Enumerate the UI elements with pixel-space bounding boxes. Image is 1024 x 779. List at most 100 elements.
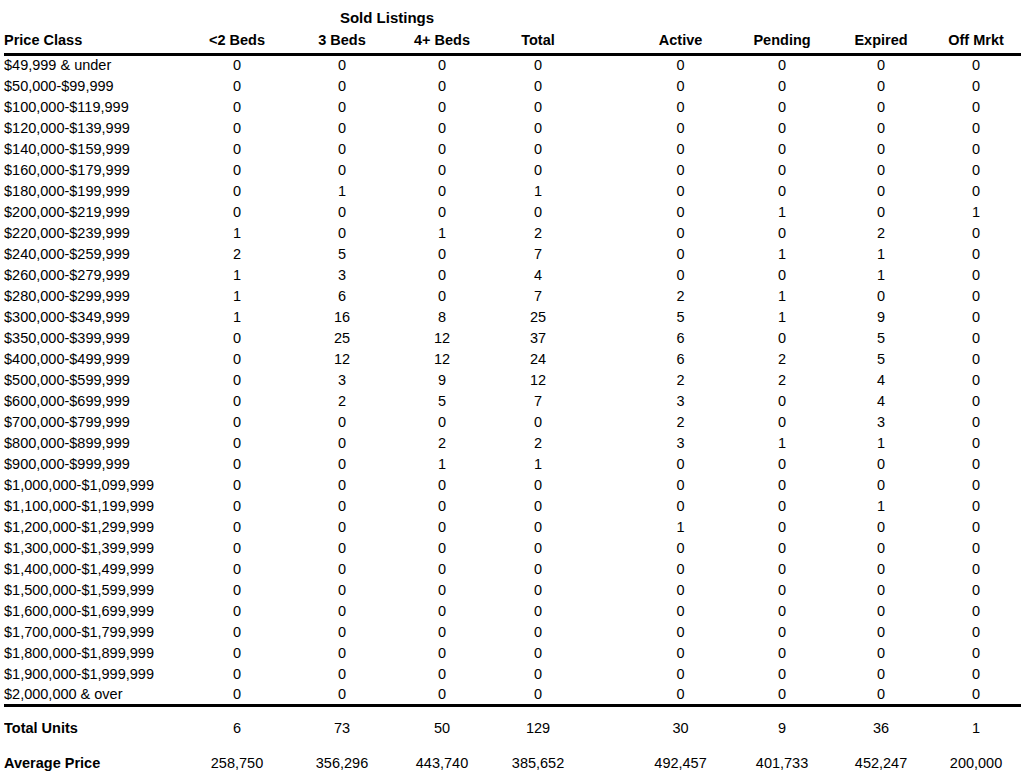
price-class-cell: $1,500,000-$1,599,999: [4, 579, 186, 600]
column-spacer: [588, 201, 628, 222]
value-cell: 0: [396, 642, 488, 663]
value-cell: 0: [396, 243, 488, 264]
column-spacer: [588, 243, 628, 264]
table-row: $100,000-$119,99900000000: [4, 96, 1021, 117]
value-cell: 0: [831, 684, 931, 705]
value-cell: 2: [186, 243, 288, 264]
value-cell: 0: [628, 201, 733, 222]
value-cell: 0: [186, 432, 288, 453]
value-cell: 0: [931, 558, 1021, 579]
value-cell: 0: [931, 600, 1021, 621]
value-cell: 0: [628, 243, 733, 264]
table-row: $1,800,000-$1,899,99900000000: [4, 642, 1021, 663]
value-cell: 0: [628, 474, 733, 495]
value-cell: 0: [186, 642, 288, 663]
value-cell: 0: [288, 222, 396, 243]
value-cell: 24: [488, 348, 588, 369]
value-cell: 0: [396, 411, 488, 432]
value-cell: 0: [831, 516, 931, 537]
value-cell: 3: [831, 411, 931, 432]
value-cell: 4: [831, 390, 931, 411]
value-cell: 0: [396, 264, 488, 285]
column-spacer: [588, 453, 628, 474]
value-cell: 0: [628, 264, 733, 285]
value-cell: 0: [628, 600, 733, 621]
value-cell: 0: [186, 54, 288, 75]
column-header-pending: Pending: [733, 28, 831, 54]
table-row: $1,400,000-$1,499,99900000000: [4, 558, 1021, 579]
price-class-cell: $260,000-$279,999: [4, 264, 186, 285]
value-cell: 0: [488, 96, 588, 117]
value-cell: 1: [831, 264, 931, 285]
value-cell: 0: [628, 642, 733, 663]
value-cell: 0: [831, 54, 931, 75]
value-cell: 0: [733, 600, 831, 621]
value-cell: 3: [288, 264, 396, 285]
value-cell: 0: [628, 579, 733, 600]
value-cell: 0: [186, 684, 288, 705]
value-cell: 0: [831, 453, 931, 474]
group-header-row: Sold Listings: [4, 6, 1021, 28]
summary-value-cell: 30: [628, 705, 733, 740]
value-cell: 0: [396, 285, 488, 306]
value-cell: 0: [733, 474, 831, 495]
table-row: $1,900,000-$1,999,99900000000: [4, 663, 1021, 684]
value-cell: 0: [396, 579, 488, 600]
value-cell: 0: [931, 516, 1021, 537]
price-class-cell: $350,000-$399,999: [4, 327, 186, 348]
value-cell: 0: [931, 348, 1021, 369]
column-spacer: [588, 54, 628, 75]
value-cell: 0: [733, 516, 831, 537]
value-cell: 5: [396, 390, 488, 411]
column-spacer: [588, 96, 628, 117]
value-cell: 1: [831, 495, 931, 516]
column-spacer: [588, 537, 628, 558]
summary-value-cell: 36: [831, 705, 931, 740]
value-cell: 0: [733, 684, 831, 705]
value-cell: 0: [288, 516, 396, 537]
value-cell: 0: [288, 453, 396, 474]
price-class-cell: $200,000-$219,999: [4, 201, 186, 222]
value-cell: 1: [831, 243, 931, 264]
price-class-cell: $700,000-$799,999: [4, 411, 186, 432]
column-spacer: [588, 411, 628, 432]
value-cell: 2: [628, 285, 733, 306]
value-cell: 1: [186, 222, 288, 243]
price-class-cell: $1,900,000-$1,999,999: [4, 663, 186, 684]
value-cell: 0: [733, 453, 831, 474]
value-cell: 2: [488, 432, 588, 453]
value-cell: 7: [488, 285, 588, 306]
value-cell: 0: [931, 642, 1021, 663]
price-class-cell: $240,000-$259,999: [4, 243, 186, 264]
value-cell: 0: [628, 96, 733, 117]
value-cell: 7: [488, 390, 588, 411]
price-class-cell: $280,000-$299,999: [4, 285, 186, 306]
value-cell: 2: [733, 348, 831, 369]
value-cell: 0: [288, 474, 396, 495]
value-cell: 12: [488, 369, 588, 390]
value-cell: 1: [733, 306, 831, 327]
summary-value-cell: 385,652: [488, 740, 588, 775]
price-class-cell: $500,000-$599,999: [4, 369, 186, 390]
value-cell: 0: [628, 621, 733, 642]
value-cell: 0: [288, 117, 396, 138]
value-cell: 0: [628, 537, 733, 558]
value-cell: 0: [186, 117, 288, 138]
summary-value-cell: 129: [488, 705, 588, 740]
value-cell: 0: [733, 411, 831, 432]
price-class-cell: $120,000-$139,999: [4, 117, 186, 138]
value-cell: 0: [831, 138, 931, 159]
value-cell: 0: [931, 537, 1021, 558]
value-cell: 0: [831, 642, 931, 663]
value-cell: 0: [288, 96, 396, 117]
value-cell: 0: [931, 180, 1021, 201]
value-cell: 0: [733, 180, 831, 201]
value-cell: 0: [831, 558, 931, 579]
value-cell: 0: [396, 75, 488, 96]
value-cell: 2: [488, 222, 588, 243]
value-cell: 1: [186, 285, 288, 306]
column-spacer: [588, 327, 628, 348]
value-cell: 0: [396, 117, 488, 138]
total-units-row: Total Units67350129309361: [4, 705, 1021, 740]
table-row: $1,200,000-$1,299,99900001000: [4, 516, 1021, 537]
